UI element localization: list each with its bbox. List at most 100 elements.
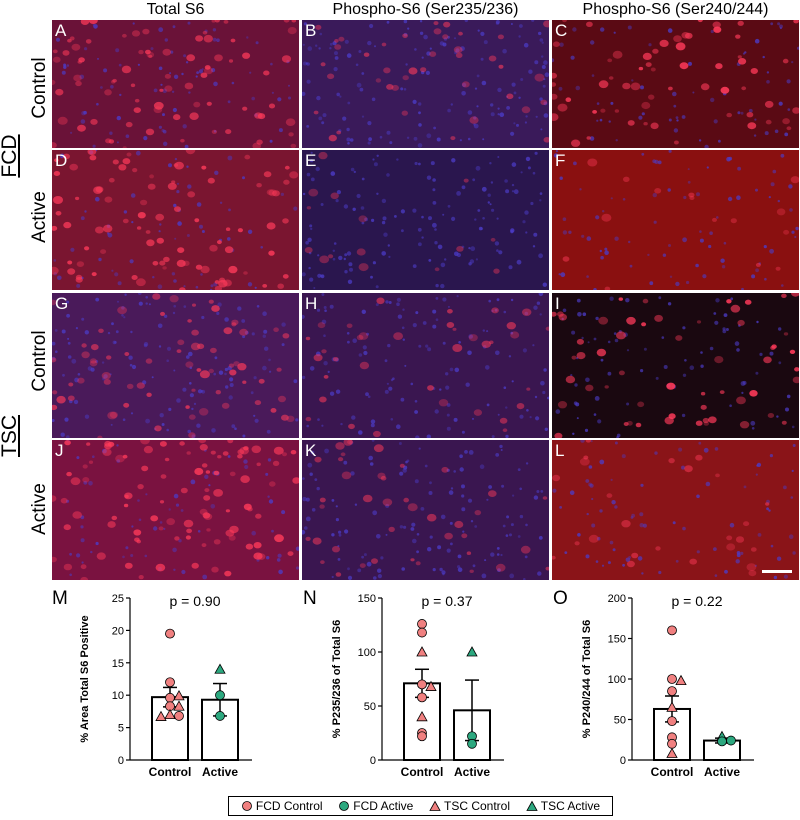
panel-letter: J — [55, 441, 64, 460]
y-tick-label: 150 — [608, 634, 626, 646]
panel-letter: A — [55, 21, 67, 40]
row-label-tsc-control: Control — [29, 330, 50, 392]
y-tick-label: 5 — [118, 723, 124, 735]
row-label-tsc-active: Active — [29, 483, 50, 535]
chart-letter-n: N — [303, 588, 317, 609]
data-point — [667, 738, 677, 749]
data-point — [667, 674, 677, 684]
data-point — [717, 736, 727, 747]
micrograph-panel: H — [302, 293, 549, 438]
y-tick-label: 100 — [358, 647, 376, 659]
p-value-annotation: p = 0.90 — [170, 593, 221, 609]
y-axis-label: % P240/244 of Total S6 — [581, 620, 593, 738]
data-point — [165, 677, 175, 688]
y-tick-label: 0 — [370, 755, 376, 767]
micrograph-panel: B — [302, 20, 549, 148]
data-point — [174, 711, 184, 721]
data-point — [155, 710, 167, 721]
data-point — [416, 710, 428, 722]
micrograph-panel: C — [552, 20, 799, 148]
data-point — [467, 738, 477, 749]
panel-letter: B — [305, 21, 317, 40]
y-tick-label: 50 — [364, 701, 376, 713]
y-axis-label: % P235/236 of Total S6 — [331, 620, 343, 738]
column-title-phospho-235: Phospho-S6 (Ser235/236) — [332, 1, 519, 18]
legend-item-fcd-active: FCD Active — [338, 799, 413, 813]
micrograph-panel: D — [52, 150, 299, 290]
micrograph-panel: K — [302, 440, 549, 580]
row-label-fcd-control: Control — [29, 57, 50, 119]
micrograph-panel: F — [552, 150, 799, 290]
panel-letter: E — [305, 151, 317, 170]
data-point — [214, 663, 226, 674]
micrograph-panel: A — [52, 20, 299, 148]
data-point — [666, 747, 678, 758]
column-title-phospho-240: Phospho-S6 (Ser240/244) — [582, 1, 769, 18]
data-point — [173, 700, 185, 711]
legend-label: FCD Active — [353, 799, 414, 813]
data-point — [417, 679, 427, 690]
p-value-annotation: p = 0.22 — [672, 593, 723, 609]
data-point — [667, 625, 677, 636]
panel-letter: K — [305, 441, 317, 460]
x-tick-label: Control — [651, 765, 694, 779]
panel-letter: F — [555, 151, 566, 170]
data-point — [425, 680, 437, 691]
y-tick-label: 20 — [112, 625, 124, 637]
data-point — [666, 701, 678, 712]
bar-chart-total-s6: % Area Total S6 Positive p = 0.90 0 5 10 15 20… — [79, 593, 252, 779]
micrograph-panel: J — [52, 440, 299, 580]
data-point — [417, 731, 427, 742]
x-tick-label: Active — [202, 765, 238, 779]
legend-item-fcd-control: FCD Control — [241, 799, 323, 813]
y-tick-label: 15 — [112, 658, 124, 670]
circle-marker-icon — [339, 801, 350, 811]
legend-label: TSC Control — [444, 799, 511, 813]
micrograph-panel: I — [552, 293, 799, 438]
x-tick-label: Control — [401, 765, 444, 779]
micrograph-panel: G — [52, 293, 299, 438]
y-tick-label: 0 — [118, 755, 124, 767]
bar-chart-p235: % P235/236 of Total S6 p = 0.37 0 50 100 150 C… — [331, 593, 504, 779]
panel-letter: C — [555, 21, 568, 40]
y-tick-label: 0 — [620, 755, 626, 767]
panel-letter: D — [55, 151, 68, 170]
panel-letter: I — [555, 294, 560, 313]
data-point — [667, 716, 677, 727]
row-label-fcd-active: Active — [29, 191, 50, 243]
data-point — [417, 627, 427, 638]
data-point — [173, 690, 185, 701]
data-point — [165, 692, 175, 703]
data-point — [466, 646, 478, 657]
legend-label: FCD Control — [255, 799, 323, 813]
scale-bar — [762, 570, 792, 573]
column-title-total-s6: Total S6 — [146, 1, 205, 18]
group-label-fcd: FCD — [0, 134, 21, 178]
triangle-marker-icon — [526, 800, 538, 811]
y-tick-label: 100 — [608, 674, 626, 686]
y-tick-label: 50 — [614, 715, 626, 727]
y-tick-label: 10 — [112, 690, 124, 702]
data-point — [417, 619, 427, 629]
micrograph-panel: E — [302, 150, 549, 290]
data-point — [675, 674, 687, 686]
bar-chart-p240: % P240/244 of Total S6 p = 0.22 0 50 100 150 2… — [581, 593, 754, 779]
y-tick-label: 150 — [358, 593, 376, 605]
y-tick-label: 200 — [608, 593, 626, 605]
y-tick-label: 25 — [112, 593, 124, 605]
data-point — [215, 690, 225, 701]
y-axis-label: % Area Total S6 Positive — [79, 615, 91, 742]
x-tick-label: Active — [454, 765, 490, 779]
chart-letter-o: O — [553, 588, 568, 609]
data-point — [215, 711, 225, 721]
data-point — [416, 646, 428, 657]
p-value-annotation: p = 0.37 — [422, 593, 473, 609]
panel-letter: H — [305, 294, 318, 313]
data-point — [667, 686, 677, 697]
x-tick-label: Active — [704, 765, 740, 779]
micrograph-panel: L — [552, 440, 799, 580]
legend-label: TSC Active — [540, 799, 601, 813]
x-tick-label: Control — [149, 765, 192, 779]
data-point — [417, 692, 427, 703]
panel-letter: G — [55, 294, 69, 313]
